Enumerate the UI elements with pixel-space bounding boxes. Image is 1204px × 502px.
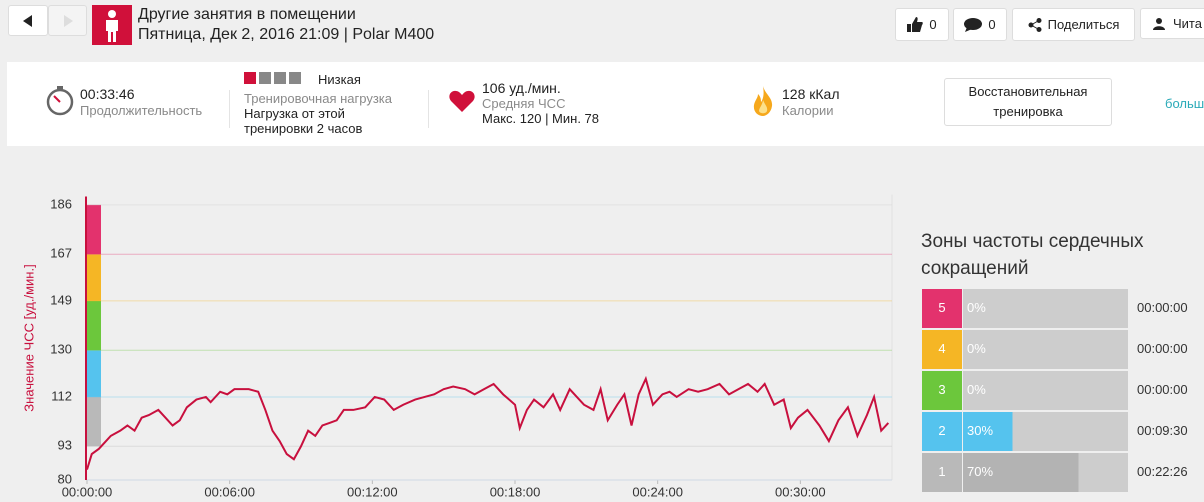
load-level: Низкая	[318, 72, 361, 87]
zone-band	[87, 204, 101, 255]
x-tick-label: 00:18:00	[490, 484, 541, 499]
read-button[interactable]: Чита	[1140, 8, 1204, 39]
avg-hr: 106 уд./мин.	[482, 80, 561, 96]
share-button[interactable]: Поделиться	[1012, 8, 1135, 41]
zone-time: 00:22:26	[1137, 464, 1188, 479]
zone-number: 3	[938, 382, 945, 397]
zone-number-box	[922, 330, 962, 369]
comment-button[interactable]: 0	[953, 8, 1007, 41]
zone-number: 5	[938, 300, 945, 315]
zone-number: 2	[938, 423, 945, 438]
zone-bar-track	[963, 289, 1128, 328]
y-tick-label: 93	[58, 438, 72, 453]
x-tick-label: 00:24:00	[632, 484, 683, 499]
hr-line	[86, 375, 890, 470]
y-tick-label: 130	[50, 342, 72, 357]
zone-band	[87, 300, 101, 351]
duration-label: Продолжительность	[80, 103, 203, 118]
stopwatch-icon	[46, 86, 74, 116]
comment-count: 0	[988, 17, 996, 32]
zone-bar-track	[963, 371, 1128, 410]
back-icon	[23, 14, 32, 27]
x-tick-label: 00:12:00	[347, 484, 398, 499]
zone-percent: 30%	[967, 423, 993, 438]
calories-label: Калории	[782, 103, 834, 118]
y-axis-label: Значение ЧСС [уд./мин.]	[21, 264, 36, 411]
title: Другие занятия в помещении	[138, 6, 356, 23]
load-level-squares	[244, 72, 301, 84]
zone-bar-track	[963, 330, 1128, 369]
x-tick-label: 00:30:00	[775, 484, 826, 499]
forward-icon	[63, 14, 73, 27]
zone-number-box	[922, 412, 962, 451]
load-label: Тренировочная нагрузка	[244, 91, 393, 106]
sport-icon	[92, 5, 132, 45]
training-type-button[interactable]: Восстановительная тренировка	[944, 78, 1112, 126]
subtitle: Пятница, Дек 2, 2016 21:09 | Polar M400	[138, 26, 435, 43]
divider	[428, 90, 429, 128]
share-label: Поделиться	[1047, 17, 1120, 32]
back-button[interactable]	[8, 5, 48, 36]
read-icon	[1153, 17, 1165, 30]
share-icon	[1028, 17, 1042, 32]
zone-bar	[963, 412, 1013, 451]
heart-icon	[449, 90, 475, 112]
zone-bar	[963, 453, 1079, 492]
zone-time: 00:00:00	[1137, 382, 1188, 397]
forward-button[interactable]	[48, 5, 87, 36]
zone-percent: 0%	[967, 382, 986, 397]
x-tick-label: 00:00:00	[62, 484, 113, 499]
like-button[interactable]: 0	[895, 8, 949, 41]
y-tick-label: 186	[50, 196, 72, 211]
x-tick-label: 00:06:00	[204, 484, 255, 499]
zone-number-box	[922, 371, 962, 410]
zone-band	[87, 396, 101, 447]
calories: 128 кКал	[782, 86, 840, 102]
hr-range: Макс. 120 | Мин. 78	[482, 111, 600, 126]
zone-percent: 70%	[967, 464, 993, 479]
zone-band	[87, 254, 101, 301]
avg-hr-label: Средняя ЧСС	[482, 96, 566, 111]
y-tick-label: 112	[51, 388, 72, 403]
zone-number: 4	[938, 341, 945, 356]
zones-title: Зоны частоты сердечных сокращений	[921, 231, 1144, 279]
zone-time: 00:00:00	[1137, 341, 1188, 356]
divider	[229, 90, 230, 128]
y-tick-label: 167	[50, 246, 72, 261]
flame-icon	[753, 86, 773, 116]
y-tick-label: 149	[50, 292, 72, 307]
zone-number: 1	[938, 464, 945, 479]
zone-time: 00:09:30	[1137, 423, 1188, 438]
load-note: Нагрузка от этой тренировки 2 часов	[244, 106, 363, 136]
comment-icon	[964, 17, 983, 32]
y-tick-label: 80	[58, 471, 72, 486]
read-label: Чита	[1173, 16, 1202, 31]
zone-band	[87, 350, 101, 397]
zone-number-box	[922, 289, 962, 328]
zone-time: 00:00:00	[1137, 300, 1188, 315]
more-link[interactable]: больш	[1165, 96, 1204, 111]
zone-number-box	[922, 453, 962, 492]
like-icon	[907, 17, 924, 32]
zone-percent: 0%	[967, 300, 986, 315]
duration: 00:33:46	[80, 86, 135, 102]
like-count: 0	[929, 17, 937, 32]
zone-percent: 0%	[967, 341, 986, 356]
